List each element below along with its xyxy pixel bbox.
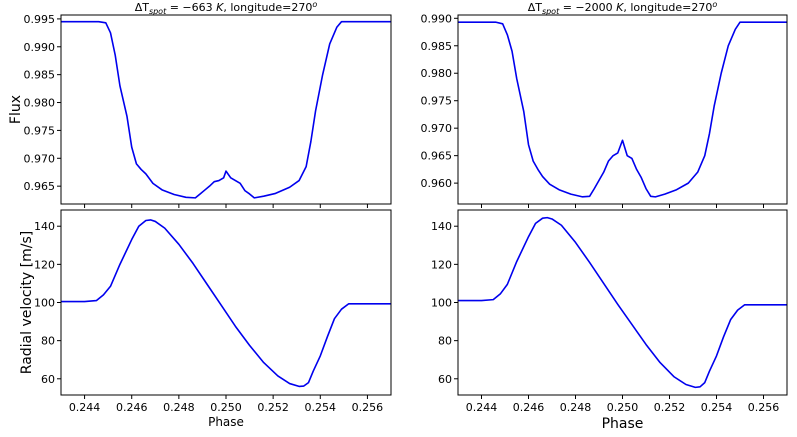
y-axis-label: Radial velocity [m/s] [19, 231, 35, 374]
title-rest: , longitude=270 [623, 1, 712, 14]
y-tick-label: 0.985 [24, 69, 56, 82]
title-sub: spot [149, 7, 167, 16]
title-sup: o [712, 0, 717, 9]
y-tick-label: 140 [431, 220, 452, 233]
x-tick-label: 0.246 [116, 401, 148, 414]
y-tick-label: 0.990 [24, 41, 56, 54]
x-tick-label: 0.252 [257, 401, 289, 414]
y-tick-label: 0.990 [421, 12, 453, 25]
x-tick-label: 0.252 [654, 401, 686, 414]
panel-top-left: 0.965 0.970 0.975 0.980 0.985 0.990 0.995 ΔTspo… [8, 0, 392, 208]
x-axis-label: Phase [602, 416, 644, 432]
y-axis-label: Flux [8, 95, 24, 124]
x-tick-label: 0.248 [560, 401, 592, 414]
y-tick-label: 80 [438, 335, 452, 348]
axes-frame [457, 209, 788, 396]
y-tick-label: 0.995 [24, 13, 56, 26]
y-tick-label: 0.975 [421, 95, 453, 108]
title-eq: = −2000 [559, 1, 616, 14]
y-tick-label: 0.960 [421, 177, 453, 190]
title-unit: K [216, 1, 224, 14]
title-sup: o [312, 0, 317, 9]
title-delta: ΔT [135, 1, 150, 14]
y-tick-label: 0.985 [421, 40, 453, 53]
y-tick-label: 0.975 [24, 124, 56, 137]
chart-title: ΔTspot = −663 K, longitude=270o [135, 0, 318, 16]
y-tick-label: 140 [34, 220, 55, 233]
y-tick-label: 60 [438, 373, 452, 386]
series-line-top-right-0 [458, 21, 787, 198]
chart-title: ΔTspot = −2000 K, longitude=270o [528, 0, 718, 16]
y-tick-label: 120 [431, 258, 452, 271]
series-line-bottom-left-0 [61, 219, 391, 388]
y-tick-label: 100 [34, 297, 55, 310]
x-tick-label: 0.256 [352, 401, 384, 414]
title-delta: ΔT [528, 1, 543, 14]
y-tick-label: 0.965 [421, 150, 453, 163]
y-tick-label: 80 [41, 335, 55, 348]
y-tick-label: 0.970 [421, 122, 453, 135]
x-tick-label: 0.254 [305, 401, 337, 414]
y-tick-label: 0.970 [24, 152, 56, 165]
x-tick-label: 0.250 [210, 401, 242, 414]
x-tick-label: 0.248 [163, 401, 195, 414]
panel-bottom-right: 0.244 0.246 0.248 0.250 0.252 0.254 0.256 60 80 1… [431, 209, 788, 432]
panel-top-right: 0.960 0.965 0.970 0.975 0.980 0.985 0.990 ΔTspo… [421, 0, 788, 208]
x-tick-label: 0.244 [69, 401, 101, 414]
x-axis-label: Phase [208, 415, 244, 429]
axes-frame [457, 14, 788, 205]
title-sub: spot [542, 7, 560, 16]
x-tick-label: 0.244 [466, 401, 498, 414]
x-tick-label: 0.254 [701, 401, 733, 414]
y-tick-label: 120 [34, 258, 55, 271]
axes-frame [60, 14, 392, 205]
y-tick-label: 0.980 [421, 67, 453, 80]
x-tick-label: 0.246 [513, 401, 545, 414]
title-eq: = −663 [166, 1, 216, 14]
panel-bottom-left: 0.244 0.246 0.248 0.250 0.252 0.254 0.256 60 80 1… [19, 209, 392, 429]
title-rest: , longitude=270 [223, 1, 312, 14]
y-tick-label: 100 [431, 297, 452, 310]
y-tick-label: 0.965 [24, 180, 56, 193]
series-line-top-left-0 [61, 20, 391, 199]
y-tick-label: 60 [41, 373, 55, 386]
x-tick-label: 0.256 [748, 401, 780, 414]
y-tick-label: 0.980 [24, 97, 56, 110]
series-line-bottom-right-0 [458, 216, 787, 389]
axes-frame [60, 209, 392, 396]
x-tick-label: 0.250 [607, 401, 639, 414]
title-unit: K [616, 1, 624, 14]
